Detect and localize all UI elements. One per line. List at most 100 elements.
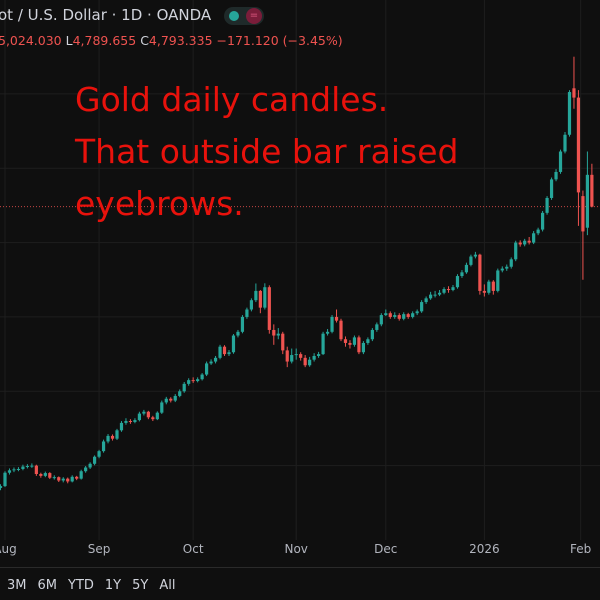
candle-body-up (124, 421, 128, 423)
range-6m-button[interactable]: 6M (37, 578, 58, 593)
candle-body-down (357, 337, 361, 353)
candle-body-up (464, 264, 469, 273)
candle-body-down (299, 354, 303, 358)
candle-body-up (312, 355, 316, 360)
candle-body-down (39, 474, 43, 476)
candle-body-up (133, 420, 137, 422)
candle-body-down (48, 473, 52, 478)
candle-body-up (142, 411, 146, 414)
candle-body-up (79, 471, 83, 479)
candle-body-up (505, 266, 509, 269)
candle-body-up (101, 441, 106, 452)
high-value: 5,024.030 (0, 33, 62, 48)
symbol-header: ot / U.S. Dollar · 1D · OANDA = (0, 6, 264, 25)
candle-body-up (420, 302, 424, 312)
axis-divider (0, 567, 600, 568)
range-selector: 3M 6M YTD 1Y 5Y All (7, 578, 175, 593)
candle-body-up (567, 92, 572, 135)
candle-body-down (482, 290, 486, 293)
x-tick-label: Feb (570, 542, 592, 556)
annotation-line-2: That outside bar raised (75, 132, 459, 171)
candle-body-up (240, 316, 245, 332)
candle-body-up (411, 313, 415, 317)
candle-body-up (200, 374, 204, 380)
candle-body-up (455, 276, 460, 288)
candle-body-up (460, 272, 464, 277)
candle-body-down (222, 346, 227, 355)
candle-body-up (549, 179, 554, 198)
candle-body-up (321, 333, 325, 355)
candle-body-up (469, 256, 473, 265)
annotation-text: Gold daily candles. That outside bar rai… (75, 74, 459, 230)
candle-body-up (509, 259, 513, 267)
close-value: 4,793.335 (148, 33, 213, 48)
candle-body-up (375, 324, 379, 330)
candle-body-up (137, 413, 141, 421)
candlestick-chart[interactable] (0, 0, 600, 540)
candle-body-up (155, 412, 159, 420)
low-label: L (65, 33, 73, 48)
candle-body-up (61, 478, 65, 481)
candle-body-down (75, 476, 79, 479)
candle-body-up (21, 466, 25, 469)
candle-body-up (558, 151, 563, 172)
symbol-title[interactable]: ot / U.S. Dollar · 1D · OANDA (0, 6, 212, 24)
candle-body-up (361, 342, 365, 353)
candle-body-up (70, 476, 74, 482)
range-1y-button[interactable]: 1Y (104, 578, 122, 593)
x-tick-label: Dec (374, 542, 398, 556)
range-3m-button[interactable]: 3M (7, 578, 27, 593)
candle-body-down (272, 329, 276, 336)
candle-body-up (249, 300, 253, 310)
candle-body-up (160, 402, 164, 413)
candle-body-up (218, 346, 222, 358)
candle-body-down (491, 281, 495, 291)
candle-body-down (110, 435, 115, 439)
candle-body-up (563, 134, 567, 152)
range-ytd-button[interactable]: YTD (68, 578, 94, 593)
x-tick-label: Sep (87, 542, 111, 556)
candle-body-up (25, 466, 29, 468)
candle-body-up (52, 477, 56, 479)
candle-body-down (478, 254, 482, 291)
candle-body-up (115, 430, 119, 439)
candle-body-up (231, 335, 236, 353)
market-status-toggle[interactable]: = (223, 6, 264, 25)
close-label: C (140, 33, 149, 48)
candle-body-up (236, 331, 240, 336)
candle-body-up (545, 197, 549, 213)
candle-body-up (205, 363, 209, 375)
range-all-button[interactable]: All (159, 578, 176, 593)
candle-body-up (424, 298, 428, 303)
candle-body-up (554, 171, 558, 180)
candle-body-down (339, 320, 343, 340)
candle-body-up (330, 316, 334, 332)
candle-body-down (281, 333, 285, 351)
candle-body-up (500, 268, 504, 271)
candle-body-down (146, 411, 150, 418)
candle-body-down (518, 242, 522, 245)
candle-body-down (151, 417, 155, 420)
candle-body-up (402, 314, 406, 319)
x-tick-label: 2026 (469, 542, 500, 556)
candle-body-up (325, 331, 330, 334)
x-tick-label: Oct (182, 542, 204, 556)
candle-body-down (57, 477, 61, 481)
candle-body-up (196, 379, 200, 382)
candle-body-up (3, 472, 7, 487)
candle-body-up (12, 469, 16, 471)
range-5y-button[interactable]: 5Y (132, 578, 149, 593)
candle-body-up (393, 315, 397, 317)
candle-body-up (370, 329, 374, 340)
annotation-line-1: Gold daily candles. (75, 80, 389, 119)
candle-body-up (7, 470, 12, 473)
candle-body-down (258, 290, 262, 308)
candle-body-up (93, 456, 97, 464)
candle-body-up (245, 309, 249, 317)
x-tick-label: Nov (284, 542, 308, 556)
equals-icon: = (245, 7, 262, 24)
change-value: −171.120 (−3.45%) (216, 33, 343, 48)
candle-body-down (397, 315, 401, 319)
candle-body-up (276, 333, 280, 336)
candle-body-down (572, 88, 576, 98)
